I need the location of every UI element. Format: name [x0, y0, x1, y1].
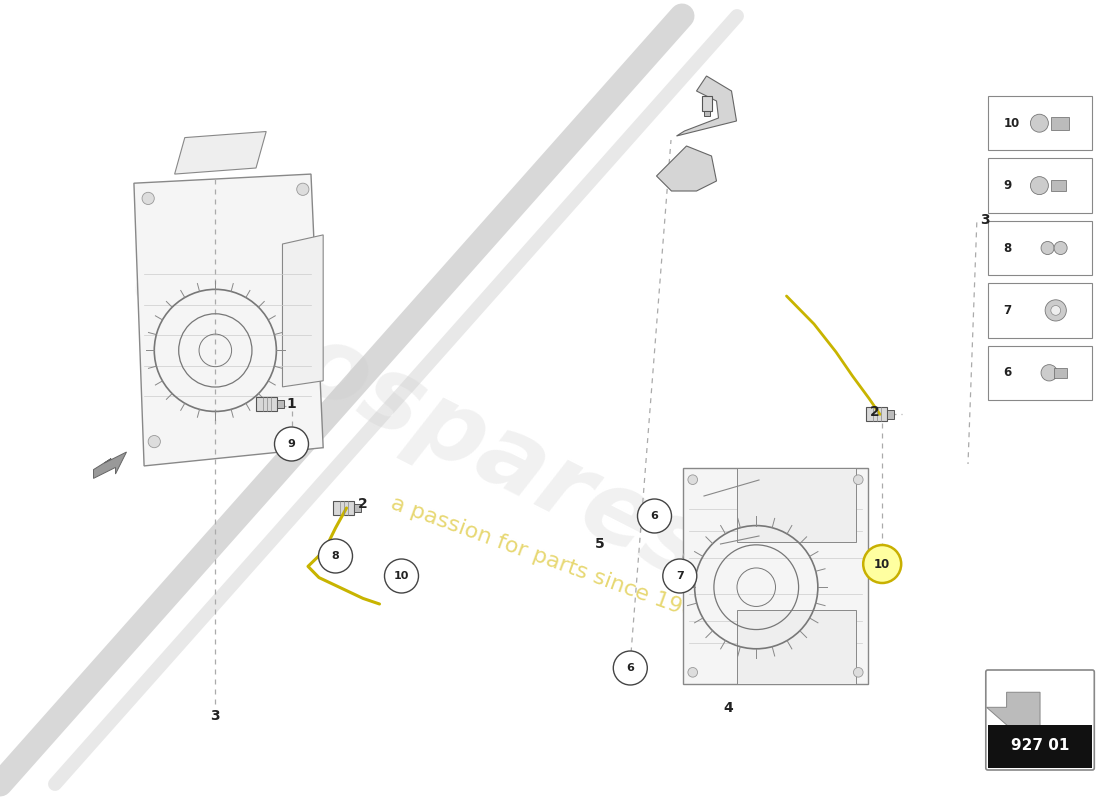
Polygon shape	[987, 692, 1041, 730]
Text: 10: 10	[874, 558, 890, 570]
Polygon shape	[1050, 117, 1069, 130]
Circle shape	[854, 475, 864, 485]
Polygon shape	[276, 400, 284, 408]
Circle shape	[688, 475, 697, 485]
Circle shape	[1041, 242, 1054, 254]
Circle shape	[864, 545, 901, 583]
Circle shape	[290, 430, 303, 442]
Text: 6: 6	[650, 511, 659, 521]
Circle shape	[319, 539, 352, 573]
Polygon shape	[988, 725, 1092, 768]
Polygon shape	[988, 283, 1092, 338]
Polygon shape	[1054, 368, 1067, 378]
Polygon shape	[737, 610, 856, 683]
Text: 2: 2	[870, 405, 879, 419]
Polygon shape	[988, 221, 1092, 275]
Circle shape	[663, 559, 696, 593]
Polygon shape	[1050, 180, 1066, 191]
Text: 9: 9	[287, 439, 296, 449]
Text: 4: 4	[724, 701, 733, 715]
Circle shape	[1041, 365, 1057, 381]
Polygon shape	[702, 96, 712, 111]
Text: 6: 6	[1003, 366, 1012, 379]
Text: a passion for parts since 1965: a passion for parts since 1965	[388, 493, 712, 627]
Circle shape	[688, 667, 697, 677]
Text: 10: 10	[1003, 117, 1020, 130]
Circle shape	[148, 435, 161, 448]
Polygon shape	[94, 452, 126, 478]
Text: 7: 7	[1003, 304, 1012, 317]
Circle shape	[385, 559, 418, 593]
Text: eurospares: eurospares	[114, 229, 722, 603]
Circle shape	[1031, 177, 1048, 194]
Text: 8: 8	[331, 551, 340, 561]
Polygon shape	[676, 76, 737, 136]
Circle shape	[142, 192, 154, 205]
Circle shape	[275, 427, 308, 461]
Polygon shape	[134, 174, 323, 466]
Polygon shape	[332, 501, 353, 515]
Text: 8: 8	[1003, 242, 1012, 254]
Polygon shape	[683, 469, 868, 683]
Circle shape	[297, 183, 309, 195]
Polygon shape	[866, 407, 887, 422]
Polygon shape	[988, 158, 1092, 213]
Text: 9: 9	[1003, 179, 1012, 192]
Text: 7: 7	[675, 571, 684, 581]
Polygon shape	[175, 131, 266, 174]
Polygon shape	[887, 410, 894, 418]
Circle shape	[1050, 306, 1060, 315]
Polygon shape	[988, 96, 1092, 150]
FancyBboxPatch shape	[986, 670, 1094, 770]
Circle shape	[638, 499, 671, 533]
Text: 1: 1	[287, 397, 296, 411]
Polygon shape	[353, 504, 361, 512]
Polygon shape	[704, 111, 710, 116]
Circle shape	[614, 651, 647, 685]
Text: 3: 3	[210, 709, 219, 723]
Text: 10: 10	[394, 571, 409, 581]
Text: 927 01: 927 01	[1011, 738, 1069, 754]
Text: 6: 6	[626, 663, 635, 673]
Circle shape	[854, 667, 864, 677]
Text: 2: 2	[359, 497, 367, 511]
Circle shape	[1045, 300, 1066, 321]
Polygon shape	[657, 146, 716, 191]
Text: 3: 3	[980, 213, 989, 227]
Polygon shape	[255, 397, 276, 411]
Polygon shape	[737, 469, 856, 542]
Circle shape	[1031, 114, 1048, 132]
Polygon shape	[988, 346, 1092, 400]
Circle shape	[1054, 242, 1067, 254]
Polygon shape	[283, 235, 323, 387]
Text: 5: 5	[595, 537, 604, 551]
